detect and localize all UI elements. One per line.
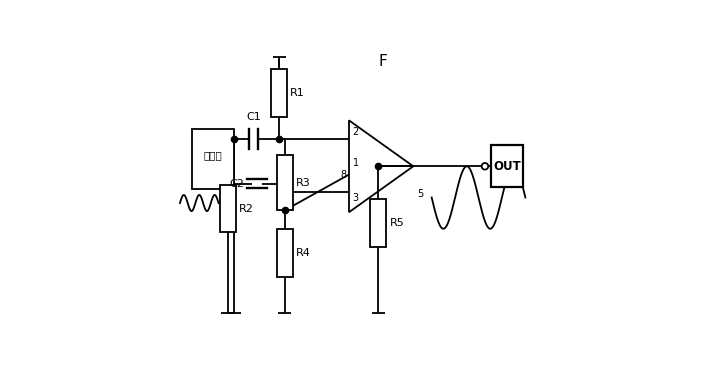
Text: 2: 2 [352, 126, 359, 137]
Bar [271, 69, 287, 117]
Bar [370, 199, 386, 247]
Text: F: F [379, 54, 387, 69]
Bar [220, 185, 236, 232]
Text: 3: 3 [352, 193, 359, 203]
Bar [192, 129, 234, 189]
Text: R1: R1 [290, 88, 305, 98]
Text: 5: 5 [417, 189, 423, 199]
Text: OUT: OUT [493, 160, 521, 173]
Text: R4: R4 [296, 248, 311, 258]
Bar [277, 229, 293, 276]
Text: R3: R3 [296, 178, 311, 188]
Text: 信号源: 信号源 [203, 150, 223, 160]
Bar [277, 155, 293, 210]
Text: 8: 8 [340, 170, 346, 179]
Bar [491, 145, 523, 187]
Text: C2: C2 [229, 179, 244, 189]
Text: C1: C1 [246, 112, 261, 122]
Text: R2: R2 [239, 204, 254, 214]
Text: 1: 1 [352, 158, 359, 167]
Text: R5: R5 [389, 218, 404, 228]
